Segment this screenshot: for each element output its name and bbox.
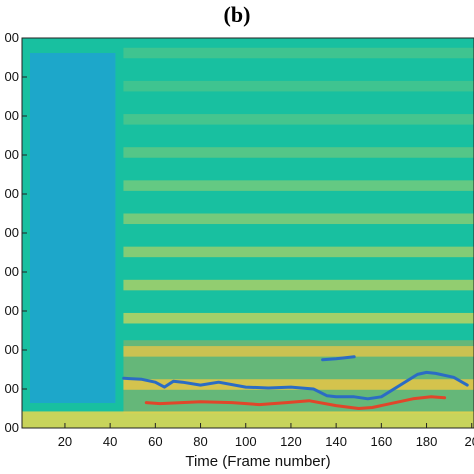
x-tick-label: 80 — [193, 434, 207, 449]
y-tick-label: 00 — [5, 30, 19, 45]
harmonic-bands — [123, 47, 474, 390]
x-axis-label: Time (Frame number) — [185, 453, 330, 470]
x-tick-label: 100 — [235, 434, 257, 449]
y-tick-label: 00 — [5, 225, 19, 240]
y-tick-label: 00 — [5, 303, 19, 318]
y-axis: 00 00 00 00 00 00 00 00 00 00 00 — [5, 30, 27, 435]
pitch-track-1 — [122, 370, 469, 401]
y-tick-label: 00 — [5, 186, 19, 201]
harmonic-band — [123, 346, 474, 357]
x-tick-label: 120 — [280, 434, 302, 449]
y-tick-label: 00 — [5, 108, 19, 123]
harmonic-band — [123, 312, 474, 324]
silence-region — [30, 53, 116, 403]
pitch-track-2 — [321, 355, 356, 362]
x-axis: 20 40 60 80 100 120 140 160 180 20 — [58, 423, 474, 449]
harmonic-band — [123, 80, 474, 92]
x-tick-label: 20 — [58, 434, 72, 449]
y-tick-label: 00 — [5, 381, 19, 396]
spectrogram-plot-area — [22, 38, 474, 428]
harmonic-band — [123, 47, 474, 59]
x-tick-label: 140 — [325, 434, 347, 449]
harmonic-band — [123, 147, 474, 158]
y-tick-label: 00 — [5, 342, 19, 357]
x-tick-label: 180 — [416, 434, 438, 449]
harmonic-band — [123, 246, 474, 258]
x-tick-label: 60 — [148, 434, 162, 449]
harmonic-band — [123, 279, 474, 291]
dc-band — [22, 411, 474, 428]
harmonic-band — [123, 379, 474, 390]
harmonic-band — [123, 180, 474, 191]
y-tick-label: 00 — [5, 264, 19, 279]
pitch-track-3 — [144, 395, 447, 410]
y-tick-label: 00 — [5, 420, 19, 435]
harmonic-band — [123, 114, 474, 125]
harmonic-band — [123, 213, 474, 225]
x-tick-label: 20 — [465, 434, 474, 449]
x-tick-label: 40 — [103, 434, 117, 449]
y-tick-label: 00 — [5, 147, 19, 162]
y-tick-label: 00 — [5, 69, 19, 84]
x-tick-label: 160 — [370, 434, 392, 449]
chart-title: (b) — [224, 2, 251, 27]
